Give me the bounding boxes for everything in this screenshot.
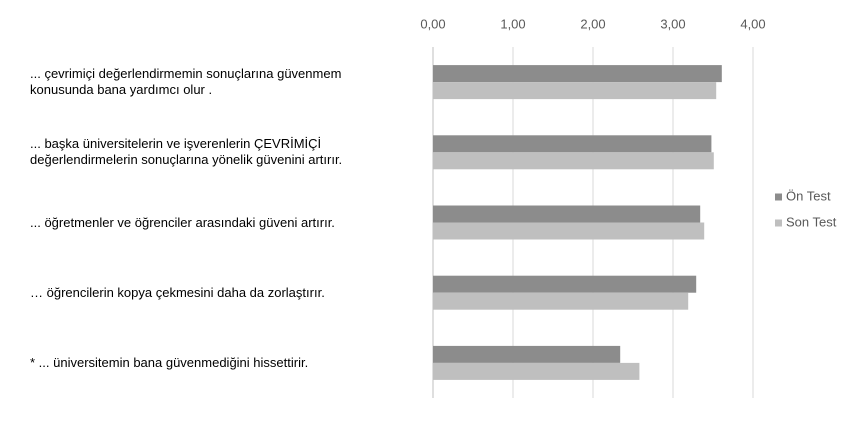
x-tick-label: 2,00 (580, 16, 605, 31)
y-tick-label: ... çevrimiçi değerlendirmemin sonuçları… (30, 66, 342, 98)
x-tick-label: 4,00 (740, 16, 765, 31)
legend-swatch (775, 219, 782, 227)
bar (433, 205, 701, 223)
bar (433, 222, 705, 240)
x-tick-label: 0,00 (420, 16, 445, 31)
bar (433, 275, 697, 293)
bar (433, 152, 714, 170)
y-tick-label: ... öğretmenler ve öğrenciler arasındaki… (30, 214, 335, 230)
legend-label: Son Test (786, 214, 837, 229)
bar (433, 135, 712, 153)
x-tick-label: 1,00 (500, 16, 525, 31)
bar (433, 65, 722, 83)
bar (433, 82, 717, 100)
legend-swatch (775, 193, 782, 201)
y-tick-label: … öğrencilerin kopya çekmesini daha da z… (30, 284, 325, 300)
x-tick-label: 3,00 (660, 16, 685, 31)
legend-label: Ön Test (786, 188, 831, 203)
bar (433, 345, 621, 363)
y-tick-label: * ... üniversitemin bana güvenmediğini h… (30, 354, 309, 370)
bar (433, 292, 689, 310)
y-tick-label: ... başka üniversitelerin ve işverenleri… (30, 136, 343, 168)
bar (433, 362, 640, 380)
